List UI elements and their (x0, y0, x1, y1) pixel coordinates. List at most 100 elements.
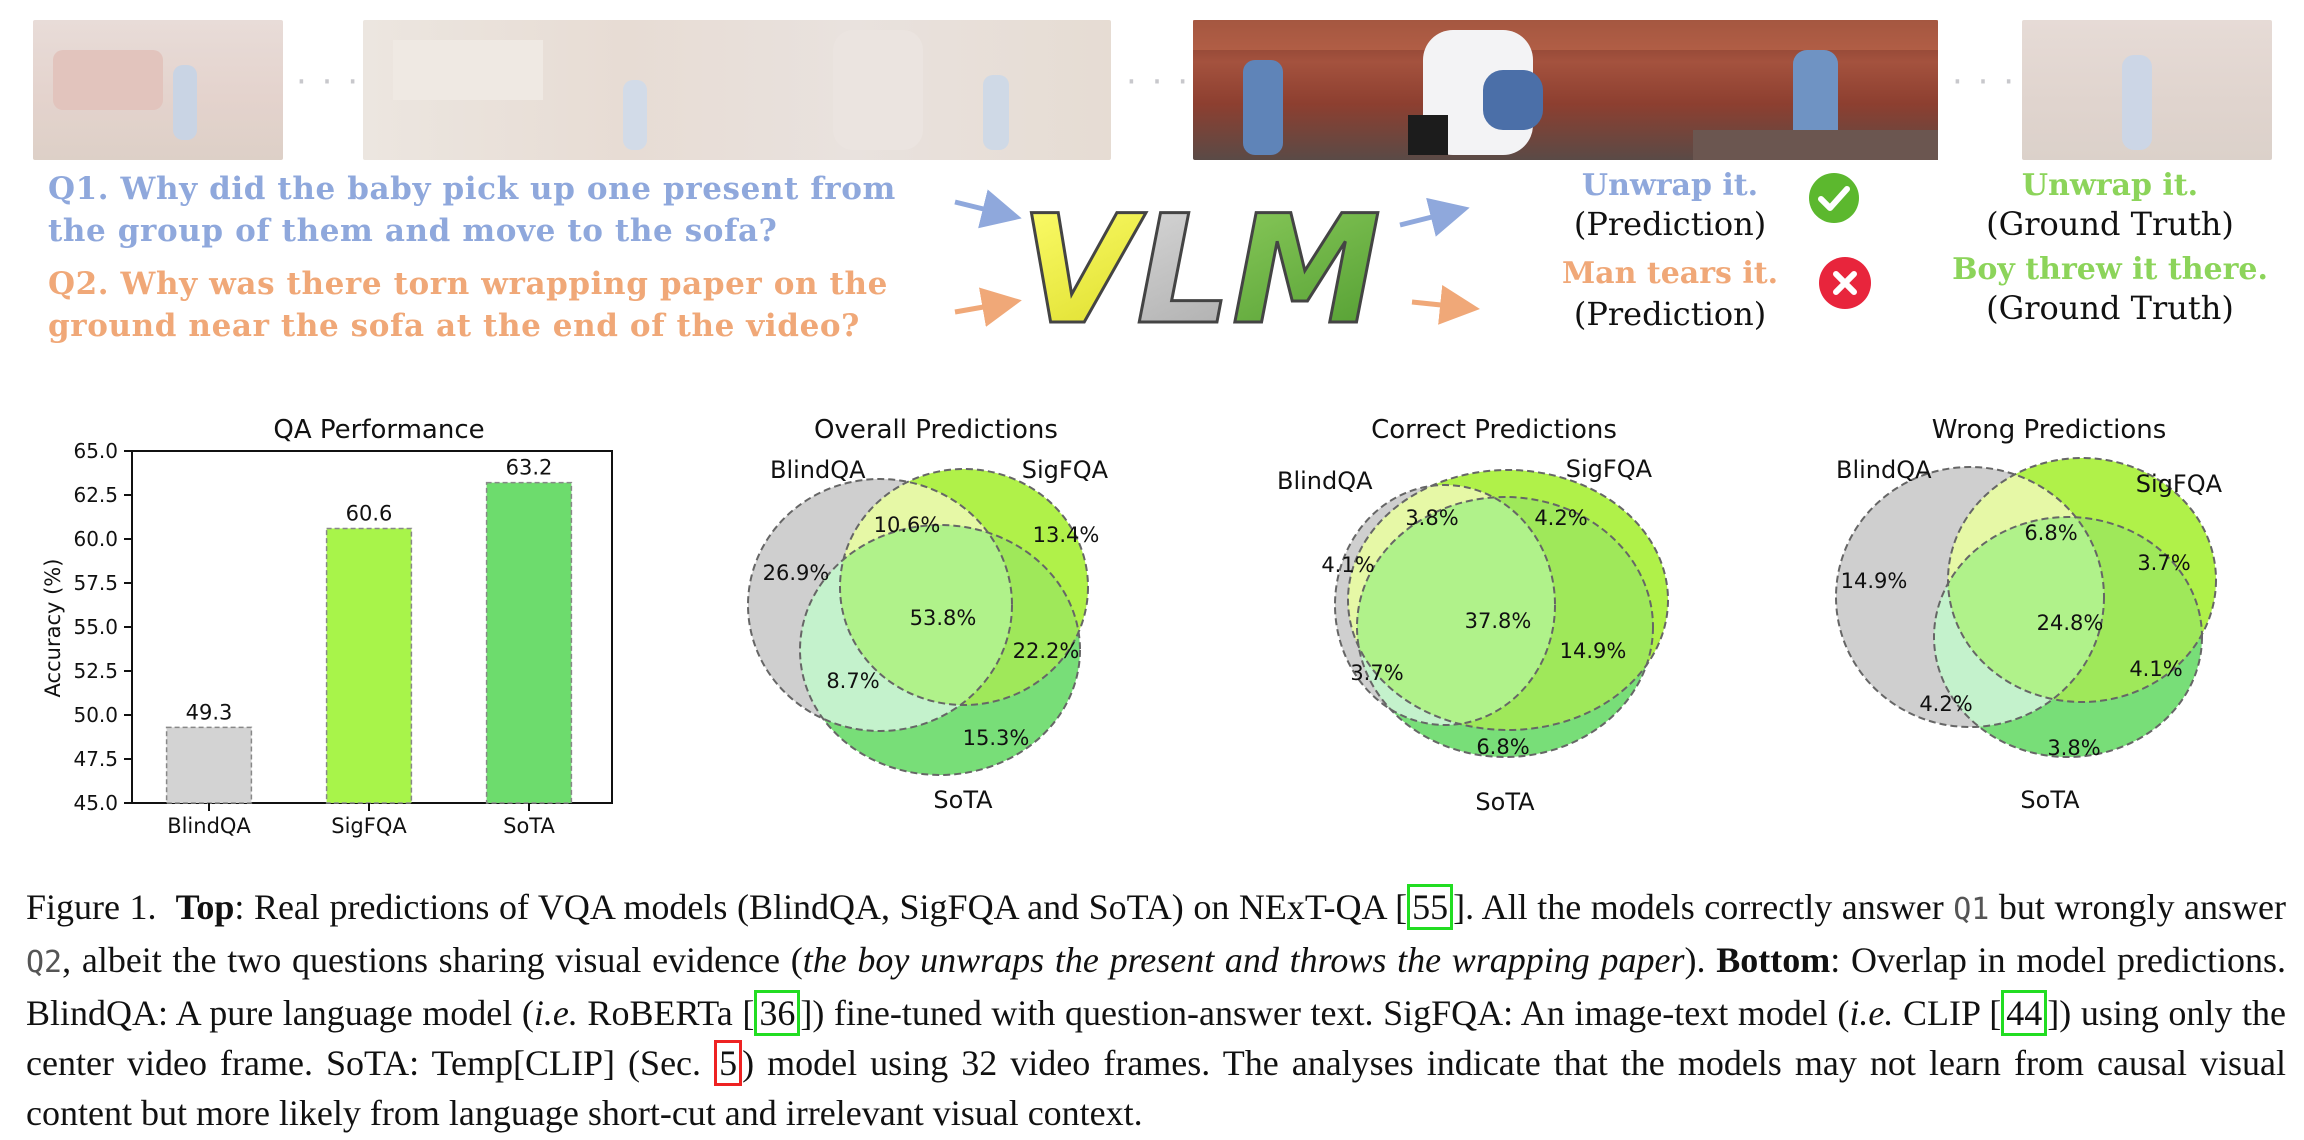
y-tick-label: 57.5 (73, 571, 118, 595)
q1-ground-truth-text: Unwrap it. (2021, 168, 2199, 203)
venn-overall-predictions: Overall Predictions BlindQA SigFQA SoTA 26.9… (747, 415, 1109, 814)
x-tick-label: BlindQA (167, 814, 251, 838)
caption-text: : Real predictions of VQA models (BlindQ… (234, 887, 1408, 927)
y-tick-label: 45.0 (73, 791, 118, 815)
video-frame-4 (2022, 20, 2272, 160)
ellipsis-3: · · · (1952, 62, 2017, 102)
q1-ground-truth-tag: (Ground Truth) (1986, 205, 2234, 243)
caption-text: , albeit the two questions sharing visua… (62, 940, 803, 980)
venn-region-blind-sota: 8.7% (826, 669, 879, 693)
figure-number: Figure 1. (26, 887, 157, 927)
y-tick-label: 60.0 (73, 527, 118, 551)
caption-text: ]. All the models correctly answer (1453, 887, 1954, 927)
caption-text: ). (1684, 940, 1717, 980)
venn-set-label: BlindQA (770, 456, 866, 484)
venn-region-blind-only: 14.9% (1841, 569, 1908, 593)
venn-region-blind-only: 26.9% (763, 561, 830, 585)
venn-region-sota-only: 3.8% (2047, 736, 2100, 760)
bar-value-label: 63.2 (506, 456, 553, 480)
q1-prediction: Unwrap it. (Prediction) (1540, 168, 1800, 243)
question-2-line-2: ground near the sofa at the end of the v… (48, 308, 860, 344)
x-tick-label: SoTA (503, 814, 555, 838)
y-axis-label: Accuracy (%) (41, 559, 65, 698)
venn-outline (1334, 484, 1556, 726)
venn-set-label: SigFQA (1566, 455, 1653, 483)
question-1: Q1. Why did the baby pick up one present… (48, 168, 896, 252)
chart-title: QA Performance (273, 415, 484, 445)
q2-ground-truth: Boy threw it there. (Ground Truth) (1940, 252, 2280, 327)
venn-set-label: BlindQA (1836, 456, 1932, 484)
q2-ground-truth-text: Boy threw it there. (1952, 252, 2268, 287)
citation-44[interactable]: 44 (2001, 990, 2048, 1036)
y-tick-label: 55.0 (73, 615, 118, 639)
vlm-diagram: VLM (954, 183, 1480, 340)
section-ref-5[interactable]: 5 (714, 1040, 743, 1086)
venn-region-sig-only: 4.2% (1534, 506, 1587, 530)
caption-text: but wrongly answer (1989, 887, 2286, 927)
question-2: Q2. Why was there torn wrapping paper on… (48, 263, 888, 347)
arrow-q2-in (954, 287, 1022, 327)
venn-overlap-all (1357, 497, 1555, 725)
citation-36[interactable]: 36 (754, 990, 801, 1036)
venn-region-sota-only: 15.3% (963, 726, 1030, 750)
venn-region-sig-sota: 14.9% (1560, 639, 1627, 663)
bar-value-label: 60.6 (346, 501, 393, 525)
caption-q1: Q1 (1953, 892, 1990, 927)
caption-ie: i.e. (1849, 993, 1894, 1033)
q1-prediction-text: Unwrap it. (1581, 168, 1759, 203)
venn-region-blind-sig: 10.6% (874, 513, 941, 537)
video-frame-2 (363, 20, 1111, 160)
video-frame-1 (33, 20, 283, 160)
vlm-letter-l: L (1136, 184, 1232, 340)
q2-ground-truth-tag: (Ground Truth) (1986, 289, 2234, 327)
venn-region-sig-only: 13.4% (1033, 523, 1100, 547)
venn-outline (799, 524, 1081, 776)
venn-set-label: BlindQA (1277, 467, 1373, 495)
venn-outline (1356, 496, 1654, 758)
bar-blindqa (165, 726, 253, 804)
ellipsis-2: · · · (1126, 62, 1191, 102)
figure-caption: Figure 1. Top: Real predictions of VQA m… (26, 882, 2286, 1138)
venn-title: Correct Predictions (1371, 415, 1617, 445)
venn-region-all: 53.8% (910, 606, 977, 630)
vlm-logo: VLM (1020, 184, 1381, 340)
venn-region-blind-sig: 6.8% (2024, 521, 2077, 545)
venn-region-blind-sig: 3.8% (1405, 506, 1458, 530)
arrow-q1-in (954, 189, 1022, 229)
ellipsis-1: · · · (296, 62, 361, 102)
y-tick-label: 47.5 (73, 747, 118, 771)
q2-prediction: Man tears it. (Prediction) (1530, 256, 1810, 333)
y-tick-label: 50.0 (73, 703, 118, 727)
venn-region-blind-sota: 4.2% (1919, 692, 1972, 716)
correct-check-icon (1809, 173, 1859, 223)
venn-region-sota-only: 6.8% (1476, 735, 1529, 759)
venn-set-label: SigFQA (1022, 456, 1109, 484)
y-tick-label: 65.0 (73, 439, 118, 463)
venn-region-sig-only: 3.7% (2137, 551, 2190, 575)
venn-region-blind-sota: 3.7% (1350, 661, 1403, 685)
venn-set-label: SoTA (2020, 786, 2080, 814)
caption-text: : Overlap in model predictions. BlindQA:… (26, 940, 2286, 1033)
venn-outline (1835, 466, 2105, 728)
citation-55[interactable]: 55 (1407, 884, 1454, 930)
y-tick-label: 62.5 (73, 483, 118, 507)
video-frame-3 (1193, 20, 1938, 160)
venn-set-label: SoTA (933, 786, 993, 814)
x-tick-label: SigFQA (331, 814, 407, 838)
caption-bottom-label: Bottom (1716, 940, 1831, 980)
bar-value-label: 49.3 (186, 700, 233, 724)
vlm-letter-m: M (1232, 184, 1381, 340)
venn-outline (747, 478, 1013, 732)
venn-region-sig-sota: 4.1% (2129, 657, 2182, 681)
caption-ie: i.e. (533, 993, 578, 1033)
arrow-q1-out (1399, 197, 1470, 237)
bar-sigfqa (325, 527, 413, 804)
caption-top-label: Top (175, 887, 235, 927)
venn-region-all: 24.8% (2037, 611, 2104, 635)
q2-prediction-text: Man tears it. (1561, 256, 1779, 291)
caption-italic-evidence: the boy unwraps the present and throws t… (802, 940, 1685, 980)
venn-title: Overall Predictions (814, 415, 1058, 445)
venn-set-label: SigFQA (2136, 470, 2223, 498)
q1-prediction-tag: (Prediction) (1573, 205, 1767, 243)
